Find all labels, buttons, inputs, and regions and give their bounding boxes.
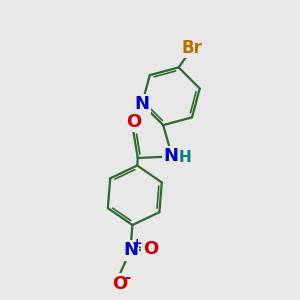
Text: N: N xyxy=(163,147,178,165)
Text: -: - xyxy=(124,270,131,285)
Text: Br: Br xyxy=(181,39,202,57)
Text: +: + xyxy=(132,237,142,250)
Text: N: N xyxy=(123,241,138,259)
Text: N: N xyxy=(135,95,150,113)
Text: O: O xyxy=(142,241,158,259)
Text: O: O xyxy=(112,275,127,293)
Text: H: H xyxy=(178,150,191,165)
Text: O: O xyxy=(126,112,141,130)
